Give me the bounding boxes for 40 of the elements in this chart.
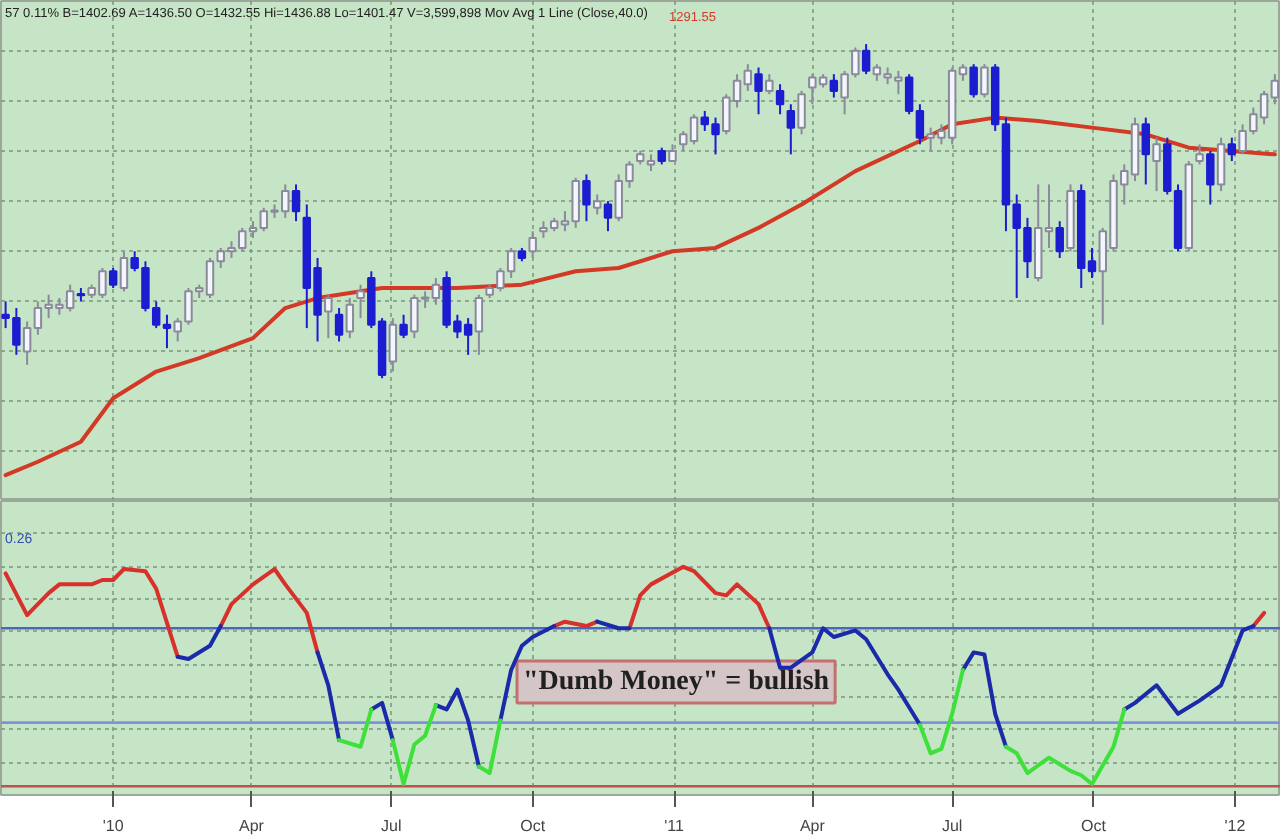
candlestick — [969, 63, 978, 99]
x-tick-label: Oct — [1081, 817, 1108, 835]
candlestick — [1152, 136, 1161, 193]
candlestick — [528, 230, 537, 259]
candlestick — [324, 293, 333, 340]
candlestick — [108, 266, 118, 290]
candlestick — [291, 183, 301, 223]
candlestick — [119, 250, 129, 293]
candlestick — [754, 66, 763, 116]
x-tick-label: '10 — [102, 817, 125, 835]
candlestick — [334, 307, 344, 343]
candlestick — [474, 293, 484, 356]
candlestick — [829, 73, 839, 99]
candlestick — [786, 103, 796, 156]
candlestick — [1227, 136, 1237, 163]
candlestick — [603, 200, 613, 233]
candlestick — [1216, 136, 1226, 193]
candlestick — [399, 313, 408, 340]
x-tick-label: Apr — [799, 817, 826, 835]
x-tick-label: Oct — [520, 817, 547, 835]
x-tick-label: Jul — [941, 817, 963, 835]
x-tick-label: '12 — [1224, 817, 1247, 835]
candlestick — [797, 89, 806, 136]
candlestick — [765, 73, 774, 96]
candlestick — [1141, 116, 1150, 186]
candlestick — [582, 173, 591, 223]
candlestick — [775, 83, 785, 116]
annotation: "Dumb Money" = bullish — [523, 667, 830, 697]
candlestick — [861, 43, 871, 76]
x-tick-label: Jul — [381, 817, 402, 835]
candlestick — [592, 193, 602, 216]
candlestick — [345, 297, 355, 340]
candlestick — [980, 63, 989, 99]
x-tick-label: Apr — [239, 817, 265, 835]
candlestick — [1055, 220, 1064, 259]
candlestick — [1195, 143, 1204, 166]
candlestick — [388, 317, 398, 373]
x-tick-label: '11 — [664, 817, 685, 835]
candlestick — [1206, 150, 1215, 206]
candlestick — [356, 283, 365, 320]
